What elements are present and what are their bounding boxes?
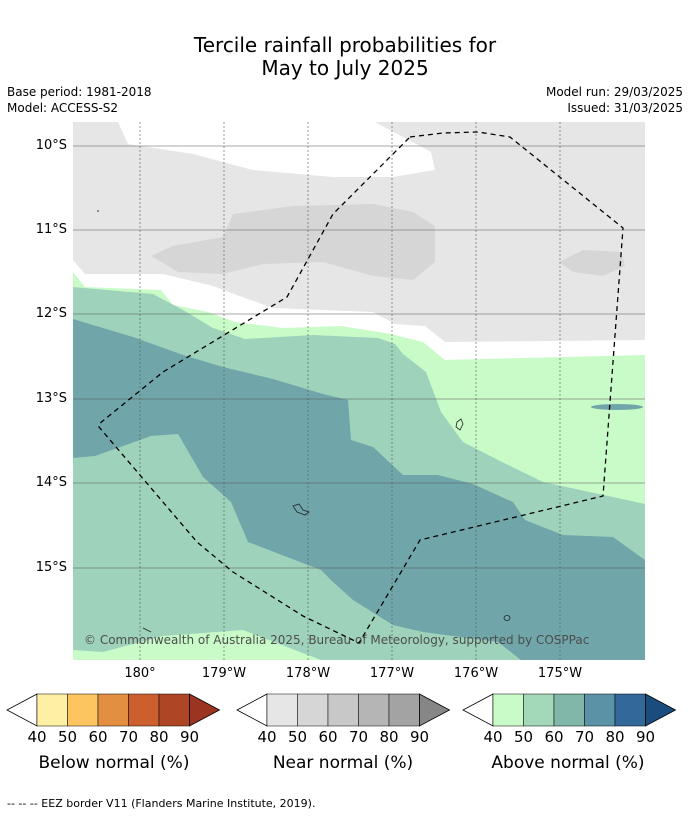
- title-line-2: May to July 2025: [261, 56, 429, 80]
- legend-extend-high: [419, 693, 451, 727]
- lon-label-176w: 176°W: [453, 666, 499, 681]
- legend-extend-high: [189, 693, 221, 727]
- legend-title-above: Above normal (%): [491, 753, 645, 773]
- lat-label-11s: 11°S: [35, 222, 67, 237]
- legend-swatch: [67, 693, 99, 727]
- eez-border: [98, 131, 624, 644]
- base-period: Base period: 1981-2018: [7, 85, 152, 99]
- legend-tick-label: 70: [348, 728, 369, 746]
- grid-lines: [73, 122, 645, 660]
- legend-swatch: [388, 693, 420, 727]
- near-normal-50-region-east: [559, 250, 625, 276]
- lon-label-175w: 175°W: [537, 666, 583, 681]
- near-normal-50-region: [151, 204, 435, 280]
- island-outline: [591, 404, 643, 410]
- model-run: Model run: 29/03/2025: [545, 85, 683, 99]
- above-normal-60-region: [73, 319, 645, 660]
- lon-label-177w: 177°W: [369, 666, 415, 681]
- legend-swatch: [158, 693, 190, 727]
- legend-tick-label: 70: [574, 728, 595, 746]
- legend-swatch: [97, 693, 129, 727]
- lat-label-14s: 14°S: [35, 475, 67, 490]
- legend-tick-label: 80: [149, 728, 169, 746]
- legend-tick-label: 90: [179, 728, 200, 746]
- legend-tick-label: 60: [318, 728, 338, 746]
- legend-tick-label: 40: [257, 728, 277, 746]
- legend-swatch: [584, 693, 616, 727]
- legend-swatch: [614, 693, 646, 727]
- legend-tick-label: 80: [605, 728, 625, 746]
- legend-extend-low: [462, 693, 494, 727]
- legend-tick-label: 90: [409, 728, 430, 746]
- issued-date: Issued: 31/03/2025: [567, 101, 683, 115]
- legend-extend-low: [6, 693, 38, 727]
- legend-tick-label: 40: [483, 728, 503, 746]
- legend-extend-low: [236, 693, 268, 727]
- island-wallis: [292, 503, 310, 516]
- legend-near-normal: [236, 693, 451, 727]
- eez-footnote: -- -- -- EEZ border V11 (Flanders Marine…: [7, 797, 316, 810]
- legend-tick-label: 60: [88, 728, 108, 746]
- lat-label-15s: 15°S: [35, 560, 67, 575]
- legend-swatch: [523, 693, 555, 727]
- legend-tick-label: 40: [27, 728, 47, 746]
- legend-swatch: [297, 693, 329, 727]
- model-name: Model: ACCESS-S2: [7, 101, 119, 115]
- legend-above-normal: [462, 693, 677, 727]
- legend-tick-label: 80: [379, 728, 399, 746]
- legend-swatch: [36, 693, 68, 727]
- legend-tick-label: 70: [118, 728, 139, 746]
- legend-title-near: Near normal (%): [272, 753, 414, 773]
- lon-label-180: 180°: [124, 666, 156, 681]
- legend-title-below: Below normal (%): [38, 753, 190, 773]
- lat-label-12s: 12°S: [35, 306, 67, 321]
- legend-tick-label: 50: [513, 728, 534, 746]
- island-dot: [97, 210, 99, 212]
- legend-swatch: [128, 693, 160, 727]
- legend-bars: [6, 693, 677, 727]
- legend-swatch: [358, 693, 390, 727]
- lat-label-13s: 13°S: [35, 391, 67, 406]
- copyright-notice: © Commonwealth of Australia 2025, Bureau…: [84, 633, 590, 647]
- legend-swatch: [327, 693, 359, 727]
- map-panel: [73, 122, 645, 660]
- legend-swatch: [492, 693, 524, 727]
- title-line-1: Tercile rainfall probabilities for: [193, 33, 497, 57]
- legend-extend-high: [645, 693, 677, 727]
- legend-swatch: [266, 693, 298, 727]
- lon-label-179w: 179°W: [201, 666, 247, 681]
- island-north: [455, 418, 464, 431]
- legend-tick-label: 50: [287, 728, 308, 746]
- legend-swatch: [553, 693, 585, 727]
- legend-tick-label: 90: [635, 728, 656, 746]
- lon-label-178w: 178°W: [285, 666, 331, 681]
- island-west: [142, 627, 152, 633]
- legend-tick-label: 60: [544, 728, 564, 746]
- island-south: [503, 615, 511, 621]
- lat-label-10s: 10°S: [35, 138, 67, 153]
- legend-below-normal: [6, 693, 221, 727]
- legend-tick-label: 50: [57, 728, 78, 746]
